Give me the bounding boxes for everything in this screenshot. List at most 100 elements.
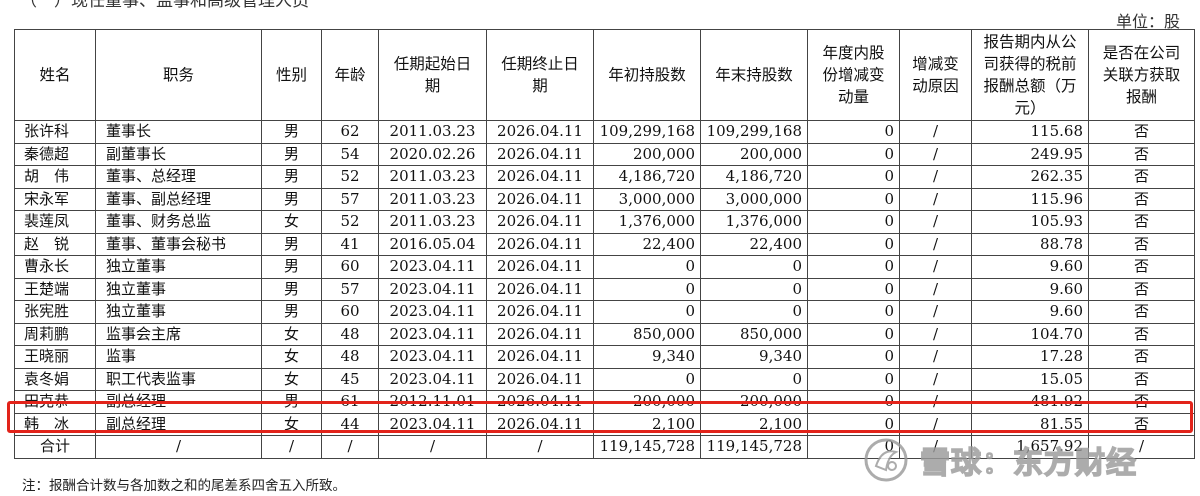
- table-row: 曹永长 独立董事男 60 2023.04.11 2026.04.11 0 0 0/9.60 否: [14, 255, 1195, 279]
- total-row: 合计 / / / //119,145,728 119,145,728 0/1,657.92/: [14, 435, 1195, 459]
- cell-shares-begin: 200,000: [593, 142, 701, 166]
- cell-gender: 男: [261, 142, 322, 166]
- cell-position: 独立董事: [95, 255, 262, 279]
- cell-share-change: 0: [807, 165, 900, 189]
- total-cell-name: 合计: [14, 435, 96, 459]
- cell-shares-end: 0: [700, 277, 808, 301]
- cell-term-start: 2011.03.23: [378, 187, 487, 211]
- total-cell-shares-begin: 119,145,728: [593, 435, 701, 459]
- header-term-start: 任期起始日期: [378, 29, 487, 121]
- cell-compensation: 115.96: [971, 187, 1089, 211]
- cell-term-start: 2012.11.01: [378, 390, 487, 414]
- cell-change-reason: /: [899, 300, 972, 324]
- cell-related-party: 否: [1088, 412, 1195, 436]
- cell-position: 董事、副总经理: [95, 187, 262, 211]
- cell-change-reason: /: [899, 187, 972, 211]
- cell-share-change: 0: [807, 255, 900, 279]
- cell-age: 48: [321, 345, 379, 369]
- cell-share-change: 0: [807, 367, 900, 391]
- cell-term-start: 2011.03.23: [378, 165, 487, 189]
- cell-term-end: 2026.04.11: [486, 390, 594, 414]
- cell-gender: 女: [261, 367, 322, 391]
- cell-compensation: 481.92: [971, 390, 1089, 414]
- cell-shares-begin: 9,340: [593, 345, 701, 369]
- cell-compensation: 88.78: [971, 232, 1089, 256]
- cell-compensation: 115.68: [971, 120, 1089, 144]
- total-cell-share-change: 0: [807, 435, 900, 459]
- cell-change-reason: /: [899, 322, 972, 346]
- cell-share-change: 0: [807, 345, 900, 369]
- header-gender: 性别: [261, 29, 322, 121]
- cell-shares-end: 2,100: [700, 412, 808, 436]
- cell-term-start: 2023.04.11: [378, 345, 487, 369]
- cell-name: 裴莲凤: [14, 210, 96, 234]
- executive-shareholding-table: 姓名 职务 性别 年龄 任期起始日期 任期终止日期 年初持股数 年末持股数 年度…: [14, 29, 1195, 459]
- cell-related-party: 否: [1088, 390, 1195, 414]
- cell-shares-end: 3,000,000: [700, 187, 808, 211]
- cell-shares-begin: 3,000,000: [593, 187, 701, 211]
- cell-shares-end: 200,000: [700, 390, 808, 414]
- cell-share-change: 0: [807, 412, 900, 436]
- table-row: 秦德超 副董事长男 54 2020.02.26 2026.04.11 200,000 200…: [14, 142, 1195, 166]
- cell-related-party: 否: [1088, 367, 1195, 391]
- cell-compensation: 9.60: [971, 255, 1089, 279]
- cell-position: 独立董事: [95, 277, 262, 301]
- cell-term-start: 2011.03.23: [378, 120, 487, 144]
- cell-gender: 男: [261, 255, 322, 279]
- cell-position: 监事会主席: [95, 322, 262, 346]
- total-cell-gender: /: [261, 435, 322, 459]
- cell-age: 48: [321, 322, 379, 346]
- table-row: 裴莲凤 董事、财务总监女 52 2011.03.23 2026.04.11 1,376,0…: [14, 210, 1195, 234]
- cell-term-end: 2026.04.11: [486, 210, 594, 234]
- cell-age: 57: [321, 187, 379, 211]
- cell-compensation: 9.60: [971, 277, 1089, 301]
- cell-shares-end: 0: [700, 367, 808, 391]
- total-cell-age: /: [321, 435, 379, 459]
- cell-gender: 女: [261, 210, 322, 234]
- cell-change-reason: /: [899, 232, 972, 256]
- cell-related-party: 否: [1088, 255, 1195, 279]
- table-row: 胡 伟董事、总经理男 52 2011.03.23 2026.04.11 4,186,72…: [14, 165, 1195, 189]
- cell-term-end: 2026.04.11: [486, 120, 594, 144]
- cell-name: 韩 冰: [14, 412, 96, 436]
- cell-term-start: 2023.04.11: [378, 255, 487, 279]
- header-age: 年龄: [321, 29, 379, 121]
- cell-gender: 男: [261, 277, 322, 301]
- header-change-reason: 增减变动原因: [899, 29, 972, 121]
- cell-share-change: 0: [807, 300, 900, 324]
- cell-age: 62: [321, 120, 379, 144]
- cell-shares-end: 1,376,000: [700, 210, 808, 234]
- cell-term-end: 2026.04.11: [486, 142, 594, 166]
- total-cell-compensation: 1,657.92: [971, 435, 1089, 459]
- header-share-change: 年度内股份增减变动量: [807, 29, 900, 121]
- header-shares-end: 年末持股数: [700, 29, 808, 121]
- table-row: 袁冬娟 职工代表监事女 45 2023.04.11 2026.04.11 0 0 0/15.0…: [14, 367, 1195, 391]
- cell-name: 胡 伟: [14, 165, 96, 189]
- cell-shares-end: 22,400: [700, 232, 808, 256]
- cell-name: 赵 锐: [14, 232, 96, 256]
- cell-age: 61: [321, 390, 379, 414]
- cell-change-reason: /: [899, 255, 972, 279]
- cell-position: 职工代表监事: [95, 367, 262, 391]
- table-row: 韩 冰副总经理女 44 2023.04.11 2026.04.11 2,100 2,100…: [14, 412, 1195, 436]
- cell-name: 张许科: [14, 120, 96, 144]
- total-cell-term-start: /: [378, 435, 487, 459]
- cell-compensation: 105.93: [971, 210, 1089, 234]
- cell-position: 董事、财务总监: [95, 210, 262, 234]
- cell-gender: 女: [261, 412, 322, 436]
- cell-shares-end: 0: [700, 300, 808, 324]
- cell-gender: 男: [261, 165, 322, 189]
- cell-shares-end: 4,186,720: [700, 165, 808, 189]
- cell-compensation: 104.70: [971, 322, 1089, 346]
- cell-shares-begin: 850,000: [593, 322, 701, 346]
- cell-term-start: 2023.04.11: [378, 322, 487, 346]
- cell-name: 田克恭: [14, 390, 96, 414]
- total-cell-term-end: /: [486, 435, 594, 459]
- cell-position: 副总经理: [95, 390, 262, 414]
- cell-name: 张宪胜: [14, 300, 96, 324]
- cell-related-party: 否: [1088, 345, 1195, 369]
- cell-shares-begin: 0: [593, 255, 701, 279]
- cell-related-party: 否: [1088, 142, 1195, 166]
- cell-term-start: 2023.04.11: [378, 367, 487, 391]
- cell-related-party: 否: [1088, 232, 1195, 256]
